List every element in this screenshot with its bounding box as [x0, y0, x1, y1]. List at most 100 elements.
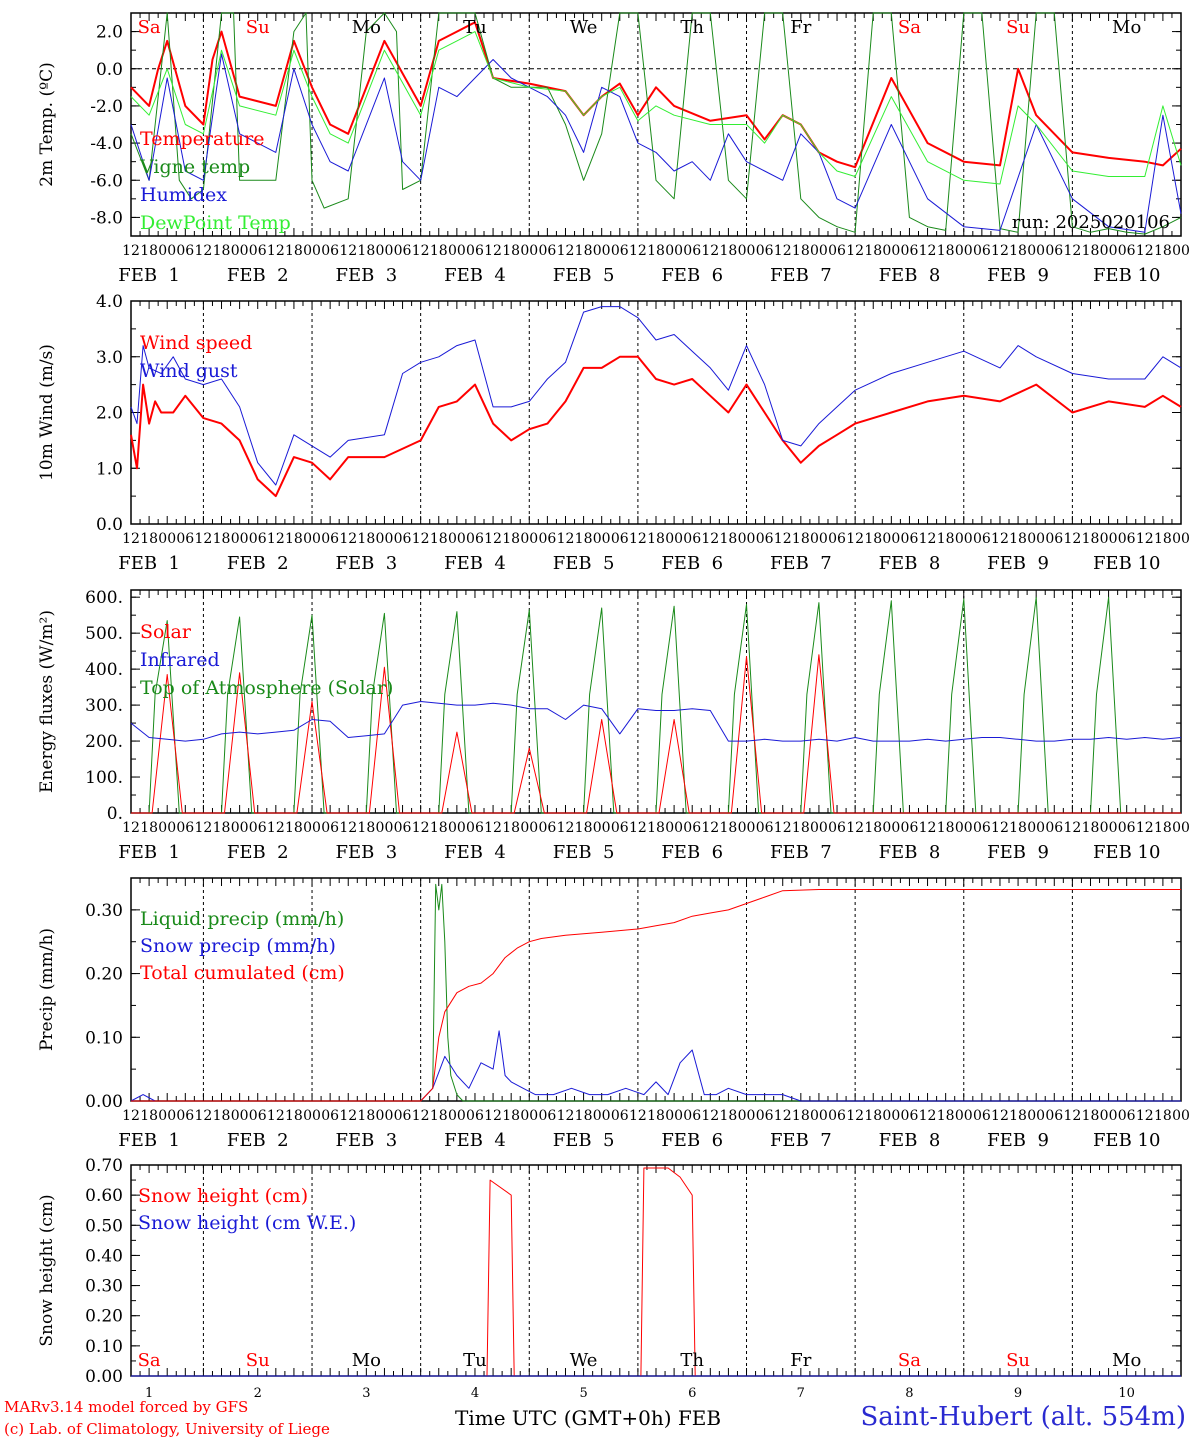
panel-3 — [130, 589, 1182, 814]
hour-tick-label: 12 — [557, 820, 575, 836]
hour-tick-label: 12 — [1136, 1108, 1154, 1124]
station-name: Saint-Hubert (alt. 554m) — [860, 1402, 1186, 1432]
day-name: Th — [680, 1350, 704, 1371]
hour-tick-label: 12 — [122, 820, 140, 836]
date-label: FEB 2 — [227, 553, 289, 574]
hour-tick-label: 06 — [176, 820, 194, 836]
hour-tick-label: 06 — [973, 531, 991, 547]
hour-tick-label: 06 — [901, 1108, 919, 1124]
date-label: FEB 4 — [444, 553, 506, 574]
hour-tick-label: 00 — [448, 243, 466, 259]
y-tick-label: 0.20 — [85, 965, 123, 985]
hour-tick-label: 18 — [1009, 243, 1027, 259]
hour-tick-label: 06 — [249, 531, 267, 547]
hour-tick-label: 18 — [792, 243, 810, 259]
series-solar — [131, 654, 1181, 814]
hour-tick-label: 18 — [1082, 243, 1100, 259]
hour-tick-label: 00 — [810, 243, 828, 259]
hour-tick-label: 12 — [701, 820, 719, 836]
hour-tick-label: 06 — [176, 243, 194, 259]
hour-tick-label: 00 — [376, 1108, 394, 1124]
hour-tick-label: 00 — [1172, 1108, 1190, 1124]
hour-tick-label: 18 — [1009, 820, 1027, 836]
hour-tick-label: 06 — [828, 1108, 846, 1124]
hour-tick-label: 06 — [538, 820, 556, 836]
hour-tick-label: 18 — [719, 1108, 737, 1124]
hour-tick-label: 00 — [520, 1108, 538, 1124]
hour-tick-label: 12 — [339, 820, 357, 836]
day-number: 8 — [905, 1386, 913, 1401]
date-label: FEB 5 — [553, 1130, 615, 1151]
day-name: Fr — [790, 1350, 811, 1371]
hour-tick-label: 12 — [1063, 820, 1081, 836]
hour-tick-label: 12 — [339, 1108, 357, 1124]
date-label: FEB 3 — [335, 1130, 397, 1151]
date-label: FEB 6 — [661, 1130, 723, 1151]
series-dewpoint-temp — [130, 31, 1182, 185]
hour-tick-label: 12 — [1063, 531, 1081, 547]
hour-tick-label: 00 — [1100, 243, 1118, 259]
hour-tick-label: 00 — [448, 820, 466, 836]
hour-tick-label: 06 — [394, 243, 412, 259]
date-label: FEB 8 — [879, 553, 941, 574]
panel-2 — [130, 300, 1182, 525]
hour-tick-label: 12 — [991, 1108, 1009, 1124]
hour-tick-label: 18 — [575, 243, 593, 259]
hour-tick-label: 00 — [955, 1108, 973, 1124]
day-name: Sa — [898, 17, 921, 38]
hour-tick-label: 18 — [575, 820, 593, 836]
y-tick-label: -2.0 — [90, 97, 123, 117]
hour-tick-label: 00 — [1172, 243, 1190, 259]
hour-tick-label: 06 — [394, 820, 412, 836]
hour-tick-label: 18 — [357, 820, 375, 836]
hour-tick-label: 00 — [231, 820, 249, 836]
series-wind-speed — [130, 355, 1182, 498]
y-tick-label: -8.0 — [90, 208, 123, 228]
hour-tick-label: 00 — [738, 1108, 756, 1124]
hour-tick-label: 18 — [502, 820, 520, 836]
day-number: 4 — [471, 1386, 479, 1401]
hour-tick-label: 06 — [538, 531, 556, 547]
hour-tick-label: 06 — [176, 1108, 194, 1124]
hour-tick-label: 12 — [1063, 1108, 1081, 1124]
hour-tick-label: 00 — [593, 1108, 611, 1124]
y-tick-label: 100. — [85, 768, 123, 788]
hour-tick-label: 12 — [412, 1108, 430, 1124]
hour-tick-label: 00 — [448, 531, 466, 547]
y-tick-label: 2.0 — [96, 404, 123, 424]
hour-tick-label: 12 — [774, 1108, 792, 1124]
hour-tick-label: 12 — [919, 531, 937, 547]
hour-tick-label: 06 — [683, 1108, 701, 1124]
series-total-cumulated-cm- — [131, 889, 1181, 1102]
y-tick-label: -4.0 — [90, 134, 123, 154]
hour-tick-label: 12 — [412, 243, 430, 259]
day-number: 10 — [1118, 1386, 1135, 1401]
hour-tick-label: 06 — [538, 1108, 556, 1124]
hour-tick-label: 00 — [810, 531, 828, 547]
hour-tick-label: 06 — [1118, 243, 1136, 259]
hour-tick-label: 18 — [502, 1108, 520, 1124]
hour-tick-label: 00 — [520, 243, 538, 259]
hour-tick-label: 06 — [1045, 243, 1063, 259]
hour-tick-label: 00 — [231, 531, 249, 547]
hour-tick-label: 06 — [973, 1108, 991, 1124]
hour-tick-label: 12 — [629, 820, 647, 836]
day-name: Mo — [1112, 17, 1141, 38]
hour-tick-label: 06 — [466, 531, 484, 547]
hour-tick-label: 18 — [575, 1108, 593, 1124]
hour-tick-label: 18 — [575, 531, 593, 547]
y-axis-title: 10m Wind (m/s) — [37, 344, 57, 481]
hour-tick-label: 00 — [376, 820, 394, 836]
day-name: Mo — [352, 1350, 381, 1371]
hour-tick-label: 00 — [882, 243, 900, 259]
date-label: FEB 1 — [118, 842, 180, 863]
date-label: FEB 6 — [661, 265, 723, 286]
y-tick-label: 3.0 — [96, 348, 123, 368]
hour-tick-label: 00 — [1027, 820, 1045, 836]
series-top-of-atmosphere-solar- — [131, 596, 1181, 814]
day-name: We — [570, 1350, 598, 1371]
y-tick-label: 0.0 — [96, 60, 123, 80]
date-label: FEB 1 — [118, 265, 180, 286]
plot-frame — [130, 12, 1182, 237]
date-label: FEB 9 — [987, 1130, 1049, 1151]
